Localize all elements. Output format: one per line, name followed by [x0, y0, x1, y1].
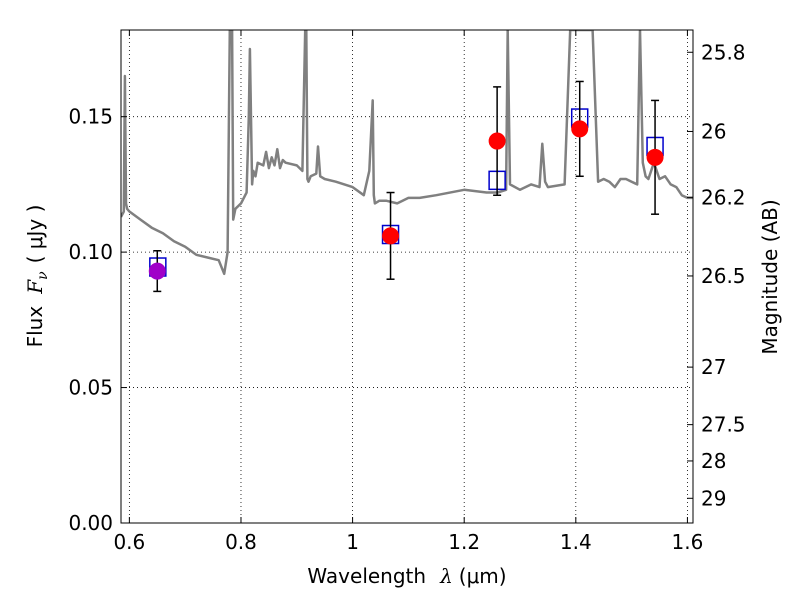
- x-axis-unit: (μm): [459, 564, 507, 588]
- y-axis-unit: ( μJy ): [23, 205, 47, 264]
- right-tick-label: 27.5: [701, 413, 746, 437]
- y-tick-label: 0.00: [68, 511, 113, 535]
- right-tick-label: 26.2: [701, 185, 746, 209]
- y-tick-label: 0.15: [68, 105, 113, 129]
- points-layer: [148, 80, 664, 293]
- right-tick-label: 29: [701, 486, 726, 510]
- x-tick-label: 1.2: [448, 530, 480, 554]
- x-axis-title-text: Wavelength: [307, 564, 426, 588]
- right-tick-label: 25.8: [701, 40, 746, 64]
- y-axis-symbol: F: [23, 279, 47, 295]
- x-tick-label: 1: [346, 530, 359, 554]
- right-tick-label: 28: [701, 449, 726, 473]
- data-point-marker: [571, 120, 589, 138]
- model-spectrum-line: [121, 30, 693, 276]
- x-tick-label: 0.8: [225, 530, 257, 554]
- y-axis-title-text: Flux: [23, 306, 47, 348]
- grid: [121, 30, 693, 523]
- y-axis-subscript: ν: [35, 271, 51, 280]
- data-point-marker: [148, 262, 166, 280]
- data-point-marker: [382, 227, 400, 245]
- x-axis-title: Wavelength λ (μm): [307, 564, 506, 588]
- x-tick-label: 1.6: [672, 530, 704, 554]
- plot-frame: [120, 29, 694, 524]
- right-tick-label: 26: [701, 119, 726, 143]
- x-tick-label: 0.6: [113, 530, 145, 554]
- y-tick-label: 0.05: [68, 376, 113, 400]
- right-axis-title: Magnitude (AB): [758, 199, 782, 354]
- y-axis-title: Flux Fν ( μJy ): [23, 205, 51, 348]
- ticks-layer: 0.6 0.8 1 1.2 1.4 1.6 0.00 0.05 0.10 0.15 25.8 26 26…: [68, 30, 746, 554]
- right-tick-label: 26.5: [701, 264, 746, 288]
- y-tick-label: 0.10: [68, 240, 113, 264]
- spectrum-layer: [121, 30, 693, 276]
- data-point-marker: [488, 132, 506, 150]
- right-tick-label: 27: [701, 355, 726, 379]
- data-point-marker: [646, 148, 664, 166]
- plot-background: [121, 30, 693, 523]
- x-axis-symbol: λ: [439, 564, 453, 588]
- x-tick-label: 1.4: [560, 530, 592, 554]
